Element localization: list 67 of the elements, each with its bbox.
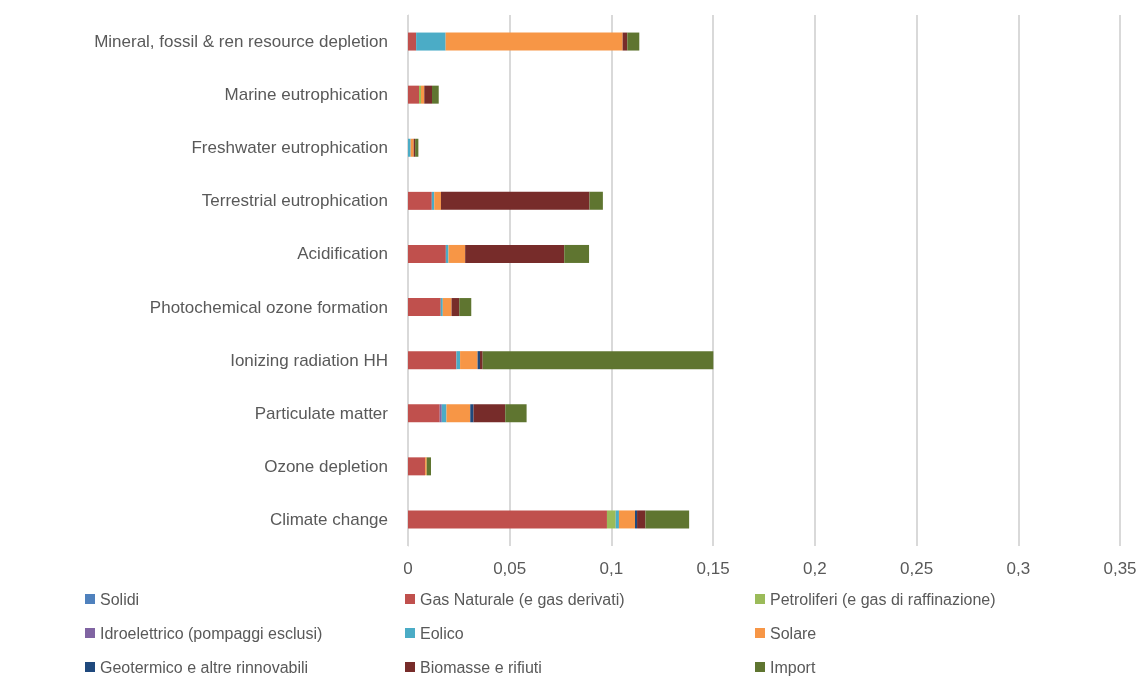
bar xyxy=(635,510,638,529)
bar xyxy=(408,244,446,263)
y-tick-label: Freshwater eutrophication xyxy=(191,138,388,158)
y-tick-label: Ozone depletion xyxy=(264,456,388,476)
bar xyxy=(439,404,442,423)
bar xyxy=(606,510,616,529)
bar xyxy=(637,510,646,529)
bar xyxy=(564,244,590,263)
legend-label: Petroliferi (e gas di raffinazione) xyxy=(770,590,996,608)
bar xyxy=(442,298,452,317)
bar xyxy=(408,351,457,370)
bar xyxy=(589,191,603,210)
bar xyxy=(408,85,419,104)
y-tick-label: Climate change xyxy=(269,509,388,529)
y-tick-label: Ionizing radiation HH xyxy=(230,350,388,370)
legend-label: Eolico xyxy=(420,624,464,642)
bar xyxy=(645,510,690,529)
bar xyxy=(440,191,590,210)
bar xyxy=(451,298,460,317)
y-tick-label: Marine eutrophication xyxy=(224,85,388,105)
legend-label: Import xyxy=(770,658,816,676)
bar xyxy=(408,404,440,423)
bar xyxy=(434,191,441,210)
bar xyxy=(445,32,623,51)
legend-label: Solidi xyxy=(100,590,140,608)
bar xyxy=(408,510,607,529)
bar xyxy=(456,351,461,370)
bar xyxy=(426,457,431,476)
bar xyxy=(416,32,446,51)
bar xyxy=(627,32,640,51)
x-tick-label: 0,25 xyxy=(900,559,934,578)
legend-label: Idroelettrico (pompaggi esclusi) xyxy=(100,624,323,642)
x-tick-label: 0 xyxy=(403,559,413,578)
bar xyxy=(618,510,636,529)
legend-label: Gas Naturale (e gas derivati) xyxy=(420,590,625,608)
x-tick-label: 0,05 xyxy=(493,559,527,578)
bar xyxy=(408,298,441,317)
y-tick-label: Particulate matter xyxy=(254,403,389,423)
bar xyxy=(459,298,472,317)
legend-label: Biomasse e rifiuti xyxy=(420,658,542,676)
x-tick-label: 0,2 xyxy=(803,559,827,578)
bar xyxy=(408,457,426,476)
bar xyxy=(473,404,506,423)
legend-label: Solare xyxy=(770,624,817,642)
y-tick-label: Acidification xyxy=(297,244,388,264)
y-tick-label: Photochemical ozone formation xyxy=(149,297,388,317)
x-tick-label: 0,35 xyxy=(1103,559,1137,578)
bar xyxy=(448,244,466,263)
x-tick-label: 0,1 xyxy=(599,559,624,578)
bar xyxy=(432,85,439,104)
bar xyxy=(470,404,474,423)
bar xyxy=(421,85,425,104)
bar xyxy=(446,404,471,423)
y-tick-label: Terrestrial eutrophication xyxy=(201,191,388,211)
bar xyxy=(460,351,478,370)
x-tick-label: 0,15 xyxy=(696,559,730,578)
bar xyxy=(408,32,417,51)
bar xyxy=(482,351,714,370)
bar xyxy=(615,510,619,529)
bar xyxy=(505,404,527,423)
legend-label: Geotermico e altre rinnovabili xyxy=(100,658,309,676)
bar xyxy=(465,244,565,263)
bar xyxy=(424,85,432,104)
x-tick-label: 0,3 xyxy=(1006,559,1031,578)
bar xyxy=(408,191,432,210)
bar xyxy=(440,298,443,317)
y-tick-label: Mineral, fossil & ren resource depletion xyxy=(94,32,388,52)
